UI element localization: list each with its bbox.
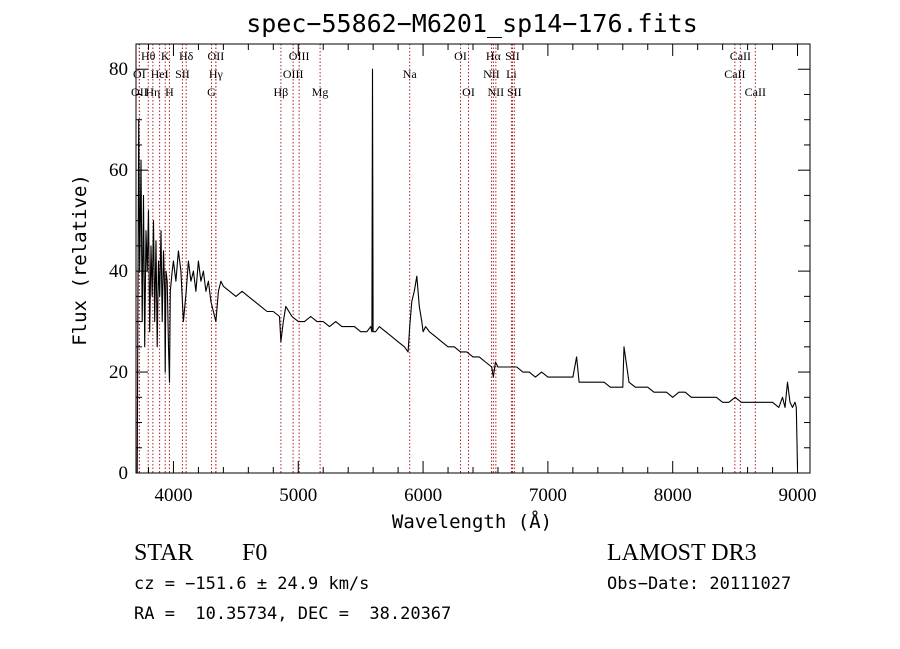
spectral-line-label: CaII (724, 67, 745, 81)
object-subclass: F0 (242, 540, 268, 566)
spectral-line-label: OI (462, 85, 475, 99)
spectral-line-label: H (165, 85, 174, 99)
object-class: STAR (134, 540, 194, 566)
observation-date: Obs−Date: 20111027 (607, 574, 792, 594)
coordinates: RA = 10.35734, DEC = 38.20367 (134, 604, 452, 624)
x-tick-label: 8000 (654, 485, 692, 506)
spectral-line-label: Mg (312, 85, 329, 99)
spectral-line-label: Na (403, 67, 418, 81)
spectral-line-label: G (207, 85, 216, 99)
spectral-line-label: CaII (730, 49, 751, 63)
y-tick-label: 20 (109, 362, 128, 383)
y-tick-label: 80 (109, 59, 128, 80)
spectral-line-label: NII (483, 67, 500, 81)
spectral-line-label: OI (454, 49, 467, 63)
spectral-line-label: SII (507, 85, 522, 99)
plot-frame (135, 43, 811, 474)
spectrum-series (136, 68, 799, 474)
spectral-line-label: Hβ (274, 85, 289, 99)
spectral-line-label: Hθ (141, 49, 156, 63)
axes: 4000 5000 6000 7000 8000 9000 0 20 40 60 80 (109, 43, 817, 506)
spectrum-line (136, 68, 799, 474)
spectral-line-label: Hα (486, 49, 502, 63)
redshift-text: cz = −151.6 ± 24.9 km/s (134, 574, 370, 594)
y-tick-label: 40 (109, 261, 128, 282)
survey-name: LAMOST DR3 (607, 540, 757, 566)
spectral-line-label: SII (175, 67, 190, 81)
y-tick-label: 0 (119, 463, 129, 484)
y-tick-label: 60 (109, 160, 128, 181)
x-tick-label: 7000 (529, 485, 567, 506)
spectral-line-label: Hδ (179, 49, 194, 63)
spectral-line-label: OIII (283, 67, 304, 81)
spectral-line-label: HeI (151, 67, 169, 81)
spectral-line-label: SII (505, 49, 520, 63)
x-tick-label: 4000 (154, 485, 192, 506)
spectral-line-label: Hγ (209, 67, 224, 81)
x-tick-label: 9000 (779, 485, 817, 506)
spectral-line-label: OII (131, 85, 148, 99)
spectral-line-label: NII (488, 85, 505, 99)
x-tick-label: 6000 (404, 485, 442, 506)
x-axis-label: Wavelength (Å) (392, 510, 552, 533)
x-tick-label: 5000 (279, 485, 317, 506)
y-axis-label: Flux (relative) (69, 174, 91, 346)
spectral-line-label: Hη (145, 85, 160, 99)
spectral-line-label: CaII (745, 85, 766, 99)
chart-title: spec−55862−M6201_sp14−176.fits (246, 9, 698, 38)
spectral-line-label: Li (506, 67, 517, 81)
spectral-line-label: K (161, 49, 170, 63)
spectral-line-label: OIII (289, 49, 310, 63)
